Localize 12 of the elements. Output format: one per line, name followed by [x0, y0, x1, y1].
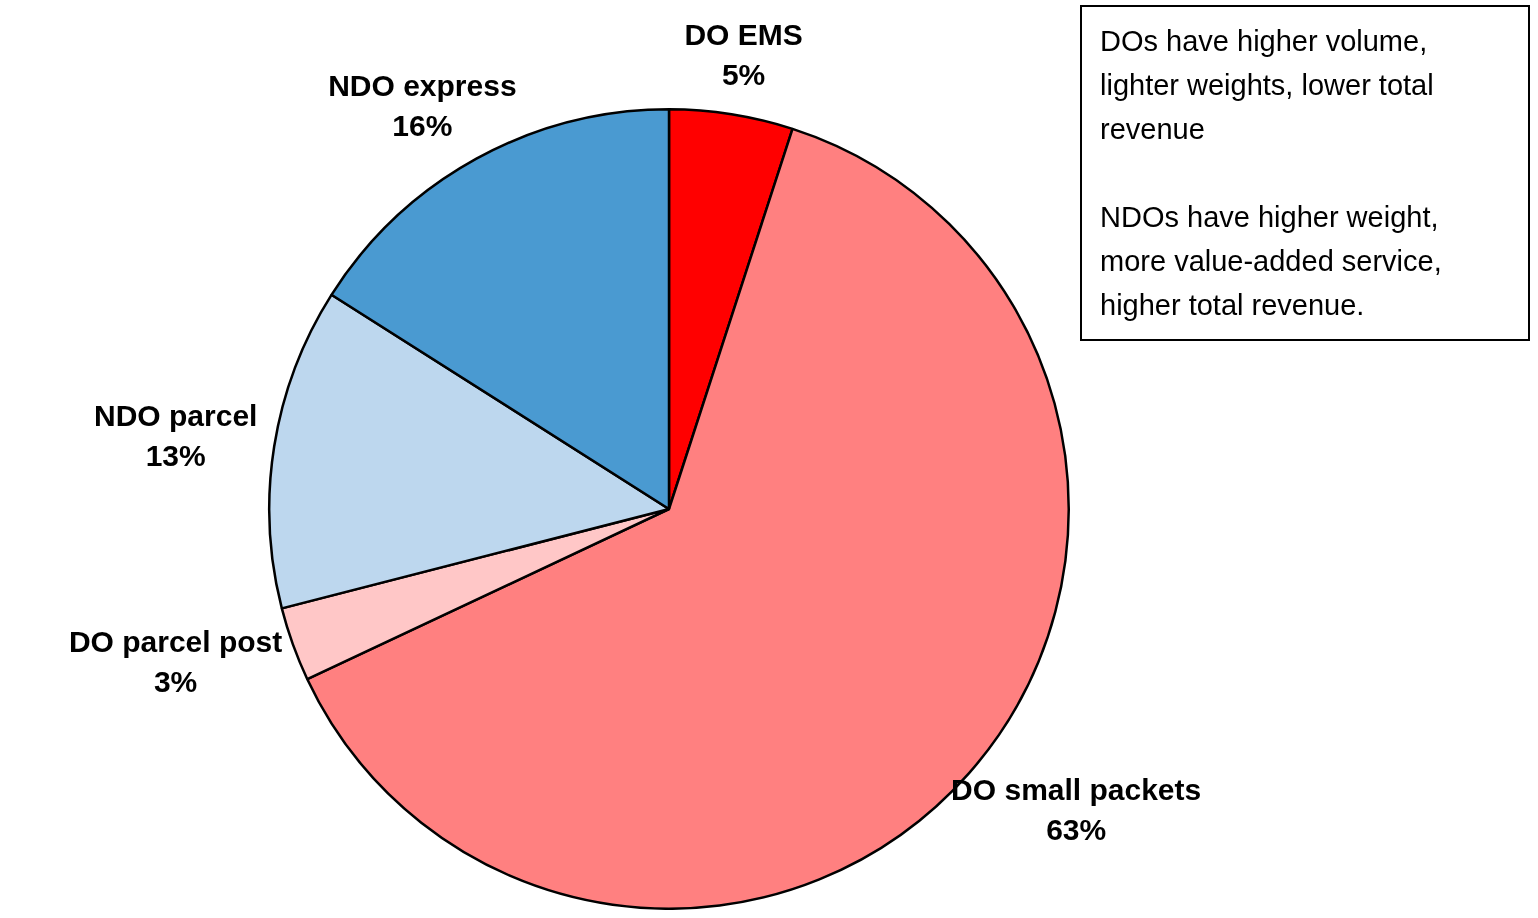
slice-label: DO EMS — [684, 18, 803, 52]
data-label: 13% — [145, 438, 206, 472]
slice-label: NDO parcel — [94, 398, 258, 432]
data-label: 16% — [392, 109, 453, 143]
text: NDOs have higher weight, more value-added service, higher total revenue. — [1100, 200, 1443, 323]
text: DOs have higher volume, lighter weights, lower total revenue — [1100, 24, 1435, 147]
slice-label: NDO express — [328, 69, 517, 103]
data-label: 5% — [721, 58, 766, 92]
data-label: 3% — [153, 665, 198, 699]
data-label: 63% — [1046, 812, 1107, 846]
slice-label: DO parcel post — [68, 625, 283, 659]
slice-label: DO small packets — [951, 772, 1202, 806]
